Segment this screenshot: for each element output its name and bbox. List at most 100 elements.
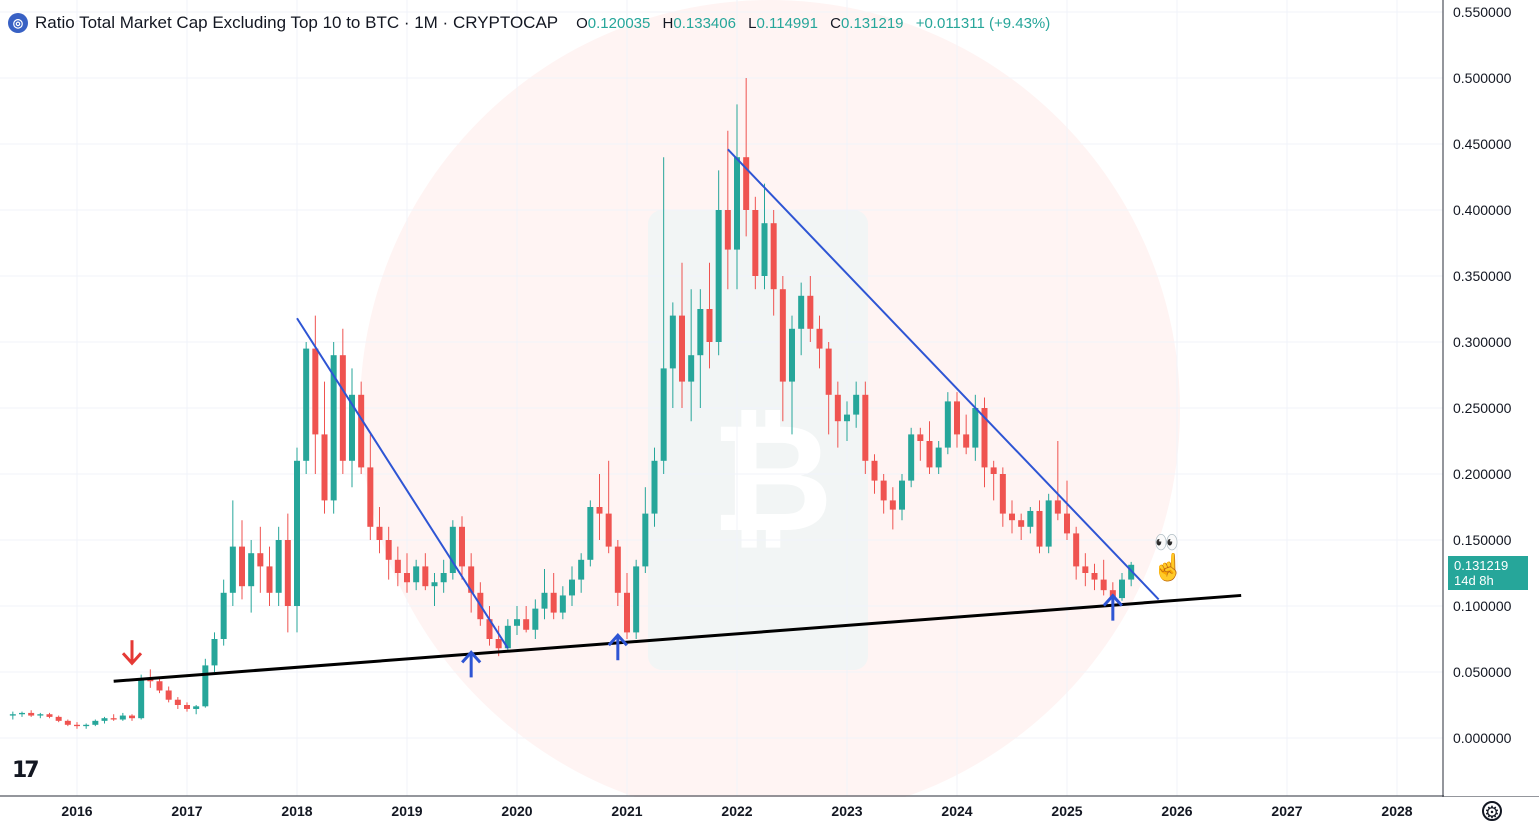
candle-body [679, 315, 685, 382]
settings-gear-icon[interactable]: ⚙ [1482, 801, 1502, 822]
candle [193, 705, 200, 715]
candle-body [1100, 579, 1107, 591]
candle-body [486, 619, 493, 639]
candle-body [92, 720, 99, 725]
x-tick-label: 2021 [611, 803, 642, 819]
last-price-tag: 0.131219 14d 8h [1448, 556, 1528, 590]
candle-body [284, 540, 291, 606]
arrow-head [121, 652, 143, 666]
candle-body [202, 665, 209, 707]
candle [486, 606, 493, 646]
y-tick-label: 0.250000 [1453, 400, 1512, 416]
candle [624, 573, 630, 639]
candle [779, 276, 786, 422]
tradingview-logo[interactable]: 17 [12, 758, 40, 783]
candle [807, 276, 814, 342]
candle-body [1128, 564, 1135, 580]
candle [110, 714, 117, 721]
candle-body [129, 715, 135, 719]
candle-body [376, 526, 383, 540]
candle [559, 586, 566, 620]
candle-body [954, 401, 960, 435]
candle [46, 712, 53, 719]
x-axis-labels: 2016 2017 2018 2019 2020 2021 2022 2023 2024 2025… [61, 803, 1412, 819]
candle-body [468, 566, 475, 593]
candle-body [110, 718, 117, 720]
candle [330, 342, 337, 514]
candle-body [853, 394, 860, 415]
x-tick-label: 2020 [501, 803, 532, 819]
chart-title[interactable]: Ratio Total Market Cap Excluding Top 10 … [35, 13, 559, 32]
candle-body [211, 639, 218, 666]
symbol-icon[interactable]: ◎ [8, 13, 28, 33]
candle-body [138, 678, 145, 719]
y-tick-label: 0.300000 [1453, 334, 1512, 350]
candle-body [394, 559, 401, 573]
candle [862, 381, 869, 474]
candle-body [908, 434, 915, 481]
candle-body [715, 210, 722, 342]
arrow-head [461, 650, 482, 664]
candle-body [880, 480, 887, 501]
candle-body [605, 513, 612, 547]
eyes-emoji-icon: 👀 [1154, 532, 1179, 554]
candle-body [816, 328, 823, 349]
x-tick-label: 2016 [61, 803, 92, 819]
y-tick-label: 0.200000 [1453, 466, 1512, 482]
candle [92, 719, 99, 727]
candle-body [1119, 579, 1125, 599]
candle [853, 381, 860, 428]
candle-body [559, 595, 566, 613]
candle [101, 716, 108, 724]
candle [1091, 563, 1098, 591]
candle [761, 183, 768, 290]
candle [1073, 526, 1080, 580]
close-value: 0.131219 [840, 14, 904, 32]
candle-body [321, 434, 328, 501]
candle-body [825, 348, 832, 395]
candle [679, 262, 685, 408]
candle [28, 710, 35, 717]
x-tick-label: 2018 [281, 803, 312, 819]
candle-body [504, 625, 511, 649]
candle [532, 599, 539, 639]
candle [990, 460, 997, 501]
candle-body [578, 559, 585, 580]
candle [266, 546, 273, 606]
candle [284, 513, 291, 633]
candle-body [743, 157, 750, 210]
candle-body [844, 414, 850, 422]
candle [633, 559, 640, 639]
candle-body [9, 714, 16, 716]
candle [211, 632, 218, 672]
candle [651, 447, 658, 527]
candle-body [294, 460, 300, 606]
arrow-head [1102, 593, 1123, 607]
candle [37, 712, 44, 719]
candle [19, 711, 25, 717]
candle-body [871, 460, 878, 481]
candle-body [358, 394, 365, 468]
up-arrow-icon [461, 650, 482, 678]
candle-body [46, 714, 53, 717]
candle [1128, 561, 1135, 587]
candle-body [724, 210, 731, 250]
bitcoin-watermark: ₿ [360, 0, 1180, 820]
candle [789, 315, 795, 435]
candle-body [1027, 510, 1034, 527]
candle [376, 507, 383, 554]
candle-body [385, 540, 392, 560]
bar-countdown: 14d 8h [1454, 573, 1494, 588]
candle-body [981, 408, 988, 468]
y-tick-label: 0.350000 [1453, 268, 1512, 284]
candle [972, 394, 979, 461]
candle [926, 421, 933, 474]
candle [706, 262, 713, 369]
candle-body [37, 714, 44, 716]
candle [119, 712, 126, 721]
x-tick-label: 2028 [1381, 803, 1412, 819]
candle-body [706, 309, 713, 342]
y-tick-label: 0.400000 [1453, 202, 1512, 218]
candle [587, 500, 594, 567]
